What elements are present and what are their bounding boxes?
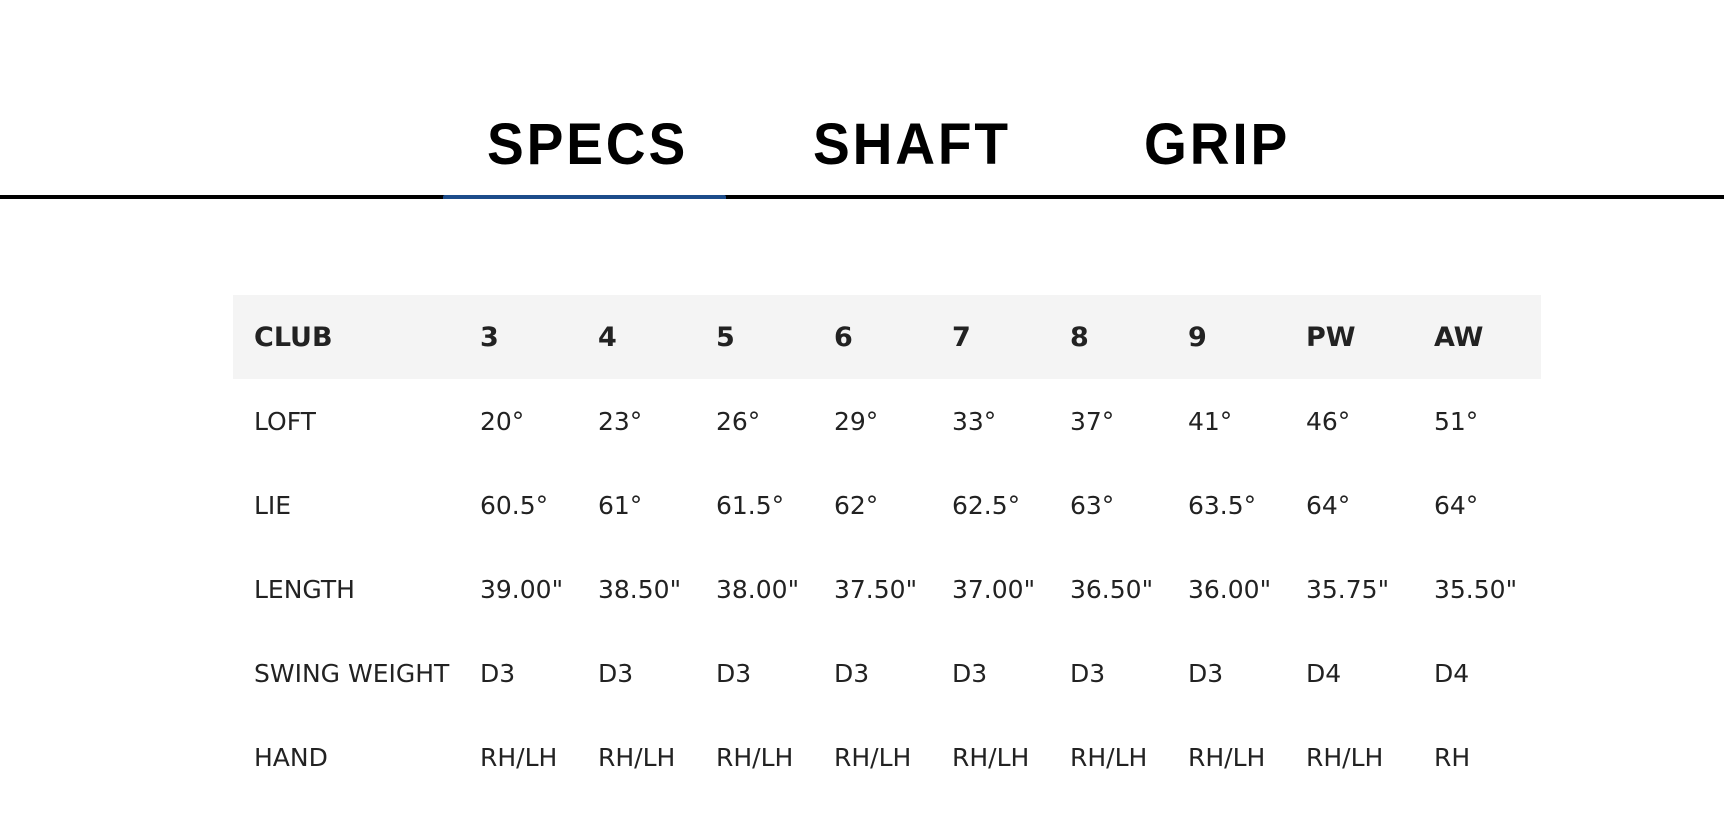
table-cell: 26°: [716, 406, 761, 436]
column-header: 3: [480, 321, 499, 353]
table-cell: D3: [952, 658, 988, 688]
table-cell: 37.00": [952, 574, 1036, 604]
table-cell: 41°: [1188, 406, 1233, 436]
table-cell: RH/LH: [1306, 742, 1384, 772]
table-row: LOFT 20° 23° 26° 29° 33° 37° 41° 46° 51°: [233, 379, 1541, 463]
table-cell: 51°: [1434, 406, 1479, 436]
table-row: LIE 60.5° 61° 61.5° 62° 62.5° 63° 63.5° 64° 64°: [233, 463, 1541, 547]
row-label: LENGTH: [254, 574, 355, 604]
tab-bar: SPECS SHAFT GRIP: [0, 112, 1724, 196]
table-cell: RH/LH: [1070, 742, 1148, 772]
table-row: HAND RH/LH RH/LH RH/LH RH/LH RH/LH RH/LH RH/LH R…: [233, 715, 1541, 799]
table-cell: 64°: [1306, 490, 1351, 520]
table-cell: D4: [1434, 658, 1470, 688]
table-cell: 60.5°: [480, 490, 549, 520]
table-cell: 23°: [598, 406, 643, 436]
table-cell: 38.50": [598, 574, 682, 604]
tab-shaft[interactable]: SHAFT: [813, 112, 1011, 177]
table-cell: 61°: [598, 490, 643, 520]
table-cell: 63°: [1070, 490, 1115, 520]
column-header: 5: [716, 321, 735, 353]
column-header: 9: [1188, 321, 1207, 353]
table-cell: 38.00": [716, 574, 800, 604]
table-cell: D3: [1188, 658, 1224, 688]
table-cell: 46°: [1306, 406, 1351, 436]
table-cell: 36.50": [1070, 574, 1154, 604]
table-cell: 37.50": [834, 574, 918, 604]
table-cell: 37°: [1070, 406, 1115, 436]
column-header: PW: [1306, 321, 1356, 353]
table-cell: RH: [1434, 742, 1471, 772]
table-cell: RH/LH: [716, 742, 794, 772]
table-cell: RH/LH: [834, 742, 912, 772]
table-cell: RH/LH: [480, 742, 558, 772]
column-header: 7: [952, 321, 971, 353]
table-cell: 62°: [834, 490, 879, 520]
column-header: 4: [598, 321, 617, 353]
row-label: LOFT: [254, 406, 316, 436]
table-cell: 61.5°: [716, 490, 785, 520]
table-cell: RH/LH: [598, 742, 676, 772]
active-tab-indicator: [443, 195, 726, 199]
tab-divider: [0, 195, 1724, 199]
column-header: 6: [834, 321, 853, 353]
table-cell: 39.00": [480, 574, 564, 604]
tab-specs[interactable]: SPECS: [487, 112, 689, 177]
table-cell: RH/LH: [952, 742, 1030, 772]
table-cell: 64°: [1434, 490, 1479, 520]
table-cell: 36.00": [1188, 574, 1272, 604]
table-cell: 20°: [480, 406, 525, 436]
row-label: HAND: [254, 742, 328, 772]
table-cell: D3: [480, 658, 516, 688]
table-cell: 62.5°: [952, 490, 1021, 520]
column-header: 8: [1070, 321, 1089, 353]
column-header: AW: [1434, 321, 1484, 353]
column-header-club: CLUB: [254, 321, 333, 353]
table-cell: 35.50": [1434, 574, 1518, 604]
table-row: LENGTH 39.00" 38.50" 38.00" 37.50" 37.00" 36.5…: [233, 547, 1541, 631]
table-cell: RH/LH: [1188, 742, 1266, 772]
table-cell: 29°: [834, 406, 879, 436]
table-cell: 33°: [952, 406, 997, 436]
tab-grip[interactable]: GRIP: [1144, 112, 1291, 177]
row-label: LIE: [254, 490, 292, 520]
table-cell: D4: [1306, 658, 1342, 688]
table-header-row: CLUB 3 4 5 6 7 8 9 PW AW: [233, 295, 1541, 379]
row-label: SWING WEIGHT: [254, 658, 450, 688]
table-row: SWING WEIGHT D3 D3 D3 D3 D3 D3 D3 D4 D4: [233, 631, 1541, 715]
table-cell: 63.5°: [1188, 490, 1257, 520]
specs-table: CLUB 3 4 5 6 7 8 9 PW AW LOFT 20° 23° 26° 29° 33° 37° 41…: [233, 295, 1541, 799]
table-cell: D3: [1070, 658, 1106, 688]
table-cell: D3: [716, 658, 752, 688]
table-cell: 35.75": [1306, 574, 1390, 604]
table-cell: D3: [598, 658, 634, 688]
table-cell: D3: [834, 658, 870, 688]
